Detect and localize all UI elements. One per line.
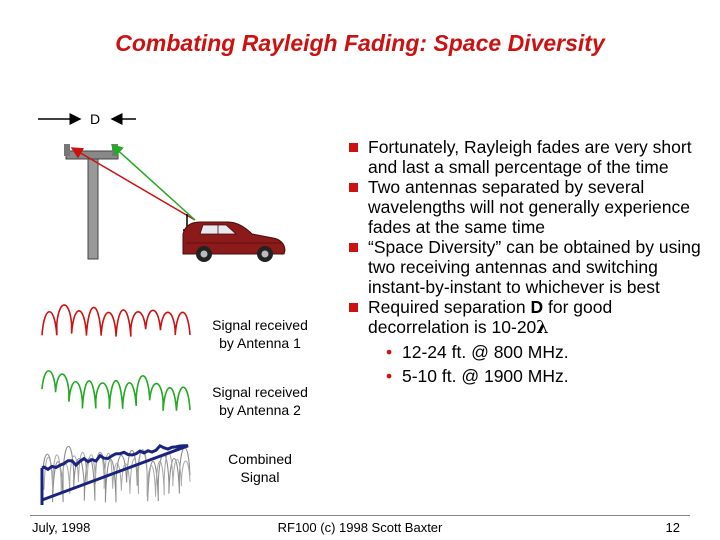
antenna2-caption: Signal received by Antenna 2	[212, 384, 308, 418]
separation-d-marker: D	[38, 111, 136, 127]
antenna-mast	[64, 144, 119, 260]
lambda-symbol: λ	[536, 318, 549, 338]
slide-title: Combating Rayleigh Fading: Space Diversi…	[115, 30, 605, 56]
footer-credit: RF100 (c) 1998 Scott Baxter	[277, 520, 443, 535]
bullet-dot-icon: •	[386, 342, 393, 362]
page-number: 12	[665, 520, 680, 535]
bullet-item: “Space Diversity” can be obtained by usi…	[346, 237, 711, 297]
bullet-dot-icon: •	[386, 366, 393, 386]
signal-path-green	[110, 143, 196, 221]
antenna1-signal-waveform	[41, 304, 191, 337]
signal-path-red	[70, 147, 196, 221]
antenna1-caption: Signal received by Antenna 1	[212, 317, 308, 351]
combined-signal-waveform	[40, 443, 191, 505]
bullet-square-icon	[349, 243, 358, 252]
footer-rule	[30, 515, 690, 516]
bullet-item: Fortunately, Rayleigh fades are very sho…	[346, 137, 711, 177]
bullet-list: Fortunately, Rayleigh fades are very sho…	[346, 137, 711, 386]
bullet-square-icon	[349, 143, 358, 152]
bullet-square-icon	[349, 303, 358, 312]
combined-caption: Combined Signal	[228, 451, 292, 485]
sub-bullet-item: • 5-10 ft. @ 1900 MHz.	[386, 366, 569, 386]
d-label: D	[90, 111, 100, 127]
bullet-item: Required separation D for good decorrela…	[346, 297, 711, 338]
car-icon	[182, 214, 286, 262]
bullet-item: Two antennas separated by several wavele…	[346, 177, 711, 237]
bullet-square-icon	[349, 183, 358, 192]
footer-date: July, 1998	[32, 520, 91, 535]
antenna2-signal-waveform	[41, 370, 191, 411]
sub-bullet-item: • 12-24 ft. @ 800 MHz.	[386, 342, 569, 362]
